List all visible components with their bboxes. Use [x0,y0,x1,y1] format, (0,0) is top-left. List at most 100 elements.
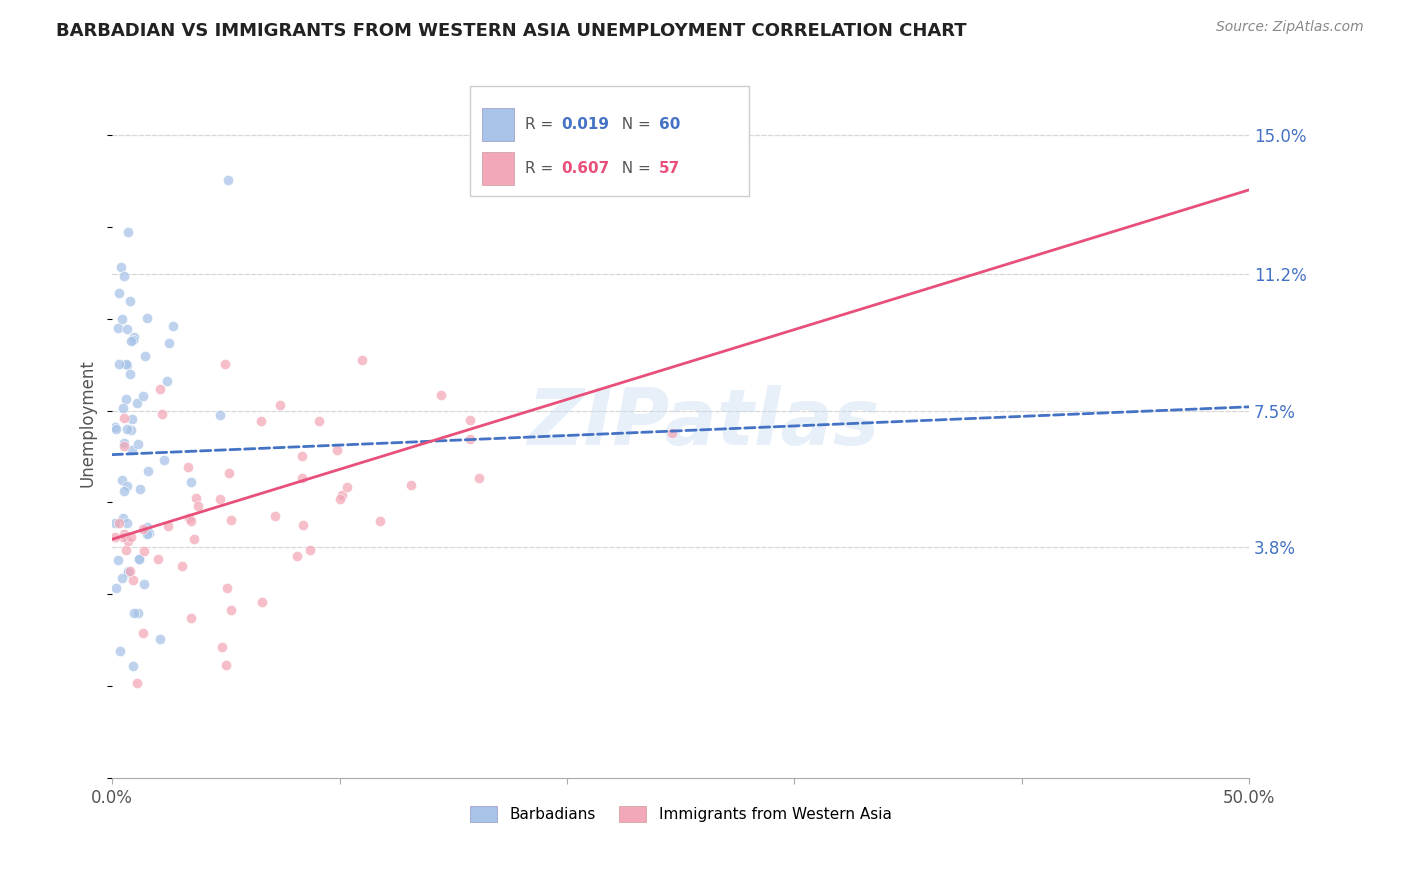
Point [183,532,205,546]
Point [214,357,236,371]
Point [108,516,131,531]
Point [136,311,159,326]
Point [125,675,148,690]
Point [460,412,482,426]
Point [149,382,172,396]
Point [111,312,134,326]
Text: 0.607: 0.607 [561,161,610,177]
Text: R =: R = [524,117,558,132]
Point [326,442,349,457]
Text: BARBADIAN VS IMMIGRANTS FROM WESTERN ASIA UNEMPLOYMENT CORRELATION CHART: BARBADIAN VS IMMIGRANTS FROM WESTERN ASI… [56,22,967,40]
Point [215,581,238,595]
Point [117,322,139,336]
Point [292,517,315,532]
Point [217,173,239,187]
Point [107,553,129,567]
Point [120,294,142,309]
Point [176,459,198,474]
Point [127,436,149,450]
Point [120,334,142,348]
Point [291,449,314,463]
Point [112,439,135,453]
Point [250,414,273,428]
Point [157,519,180,533]
Point [121,574,143,588]
Point [104,422,127,436]
Point [215,657,238,672]
Point [110,260,132,274]
Point [135,520,157,534]
FancyBboxPatch shape [482,108,513,141]
Point [208,408,231,422]
Point [180,515,202,529]
Point [127,396,149,410]
Point [429,387,451,401]
Point [103,530,125,544]
Point [136,526,159,541]
Point [112,484,135,499]
Point [117,565,139,579]
Point [120,530,142,544]
Text: N =: N = [613,161,657,177]
Point [291,471,314,485]
Point [121,411,143,425]
Point [128,552,150,566]
Point [468,470,491,484]
Text: 57: 57 [659,161,681,177]
Text: R =: R = [524,161,558,177]
Point [111,511,134,525]
Point [122,330,145,344]
Point [115,392,138,406]
Point [108,644,131,658]
Point [136,464,159,478]
Point [250,594,273,608]
Point [269,398,291,412]
Point [336,480,359,494]
Point [150,407,173,421]
Point [103,419,125,434]
Point [114,543,136,558]
Point [221,603,243,617]
Point [111,473,134,487]
Point [132,626,155,640]
Point [120,423,142,437]
Point [128,482,150,496]
Point [112,526,135,541]
Point [117,533,139,548]
Point [308,414,330,428]
Point [117,564,139,578]
Point [132,389,155,403]
Point [221,512,243,526]
Point [153,453,176,467]
Point [460,432,482,446]
Text: 0.019: 0.019 [561,117,609,132]
Point [180,475,202,489]
Y-axis label: Unemployment: Unemployment [79,359,96,487]
Point [122,658,145,673]
Point [120,367,142,381]
Point [117,422,139,436]
Point [148,551,170,566]
Point [112,529,135,543]
Point [112,435,135,450]
Point [298,543,321,558]
Point [132,543,155,558]
Point [111,571,134,585]
Point [177,511,200,525]
Text: N =: N = [613,117,657,132]
Text: Source: ZipAtlas.com: Source: ZipAtlas.com [1216,20,1364,34]
Point [285,549,308,563]
FancyBboxPatch shape [471,87,749,196]
Point [128,552,150,566]
Point [114,357,136,371]
Point [218,466,240,480]
Point [330,488,353,502]
Point [162,318,184,333]
Point [115,516,138,530]
Point [263,509,285,524]
Point [329,492,352,507]
Point [127,606,149,620]
FancyBboxPatch shape [482,153,513,186]
Point [149,632,172,646]
Point [368,514,391,528]
